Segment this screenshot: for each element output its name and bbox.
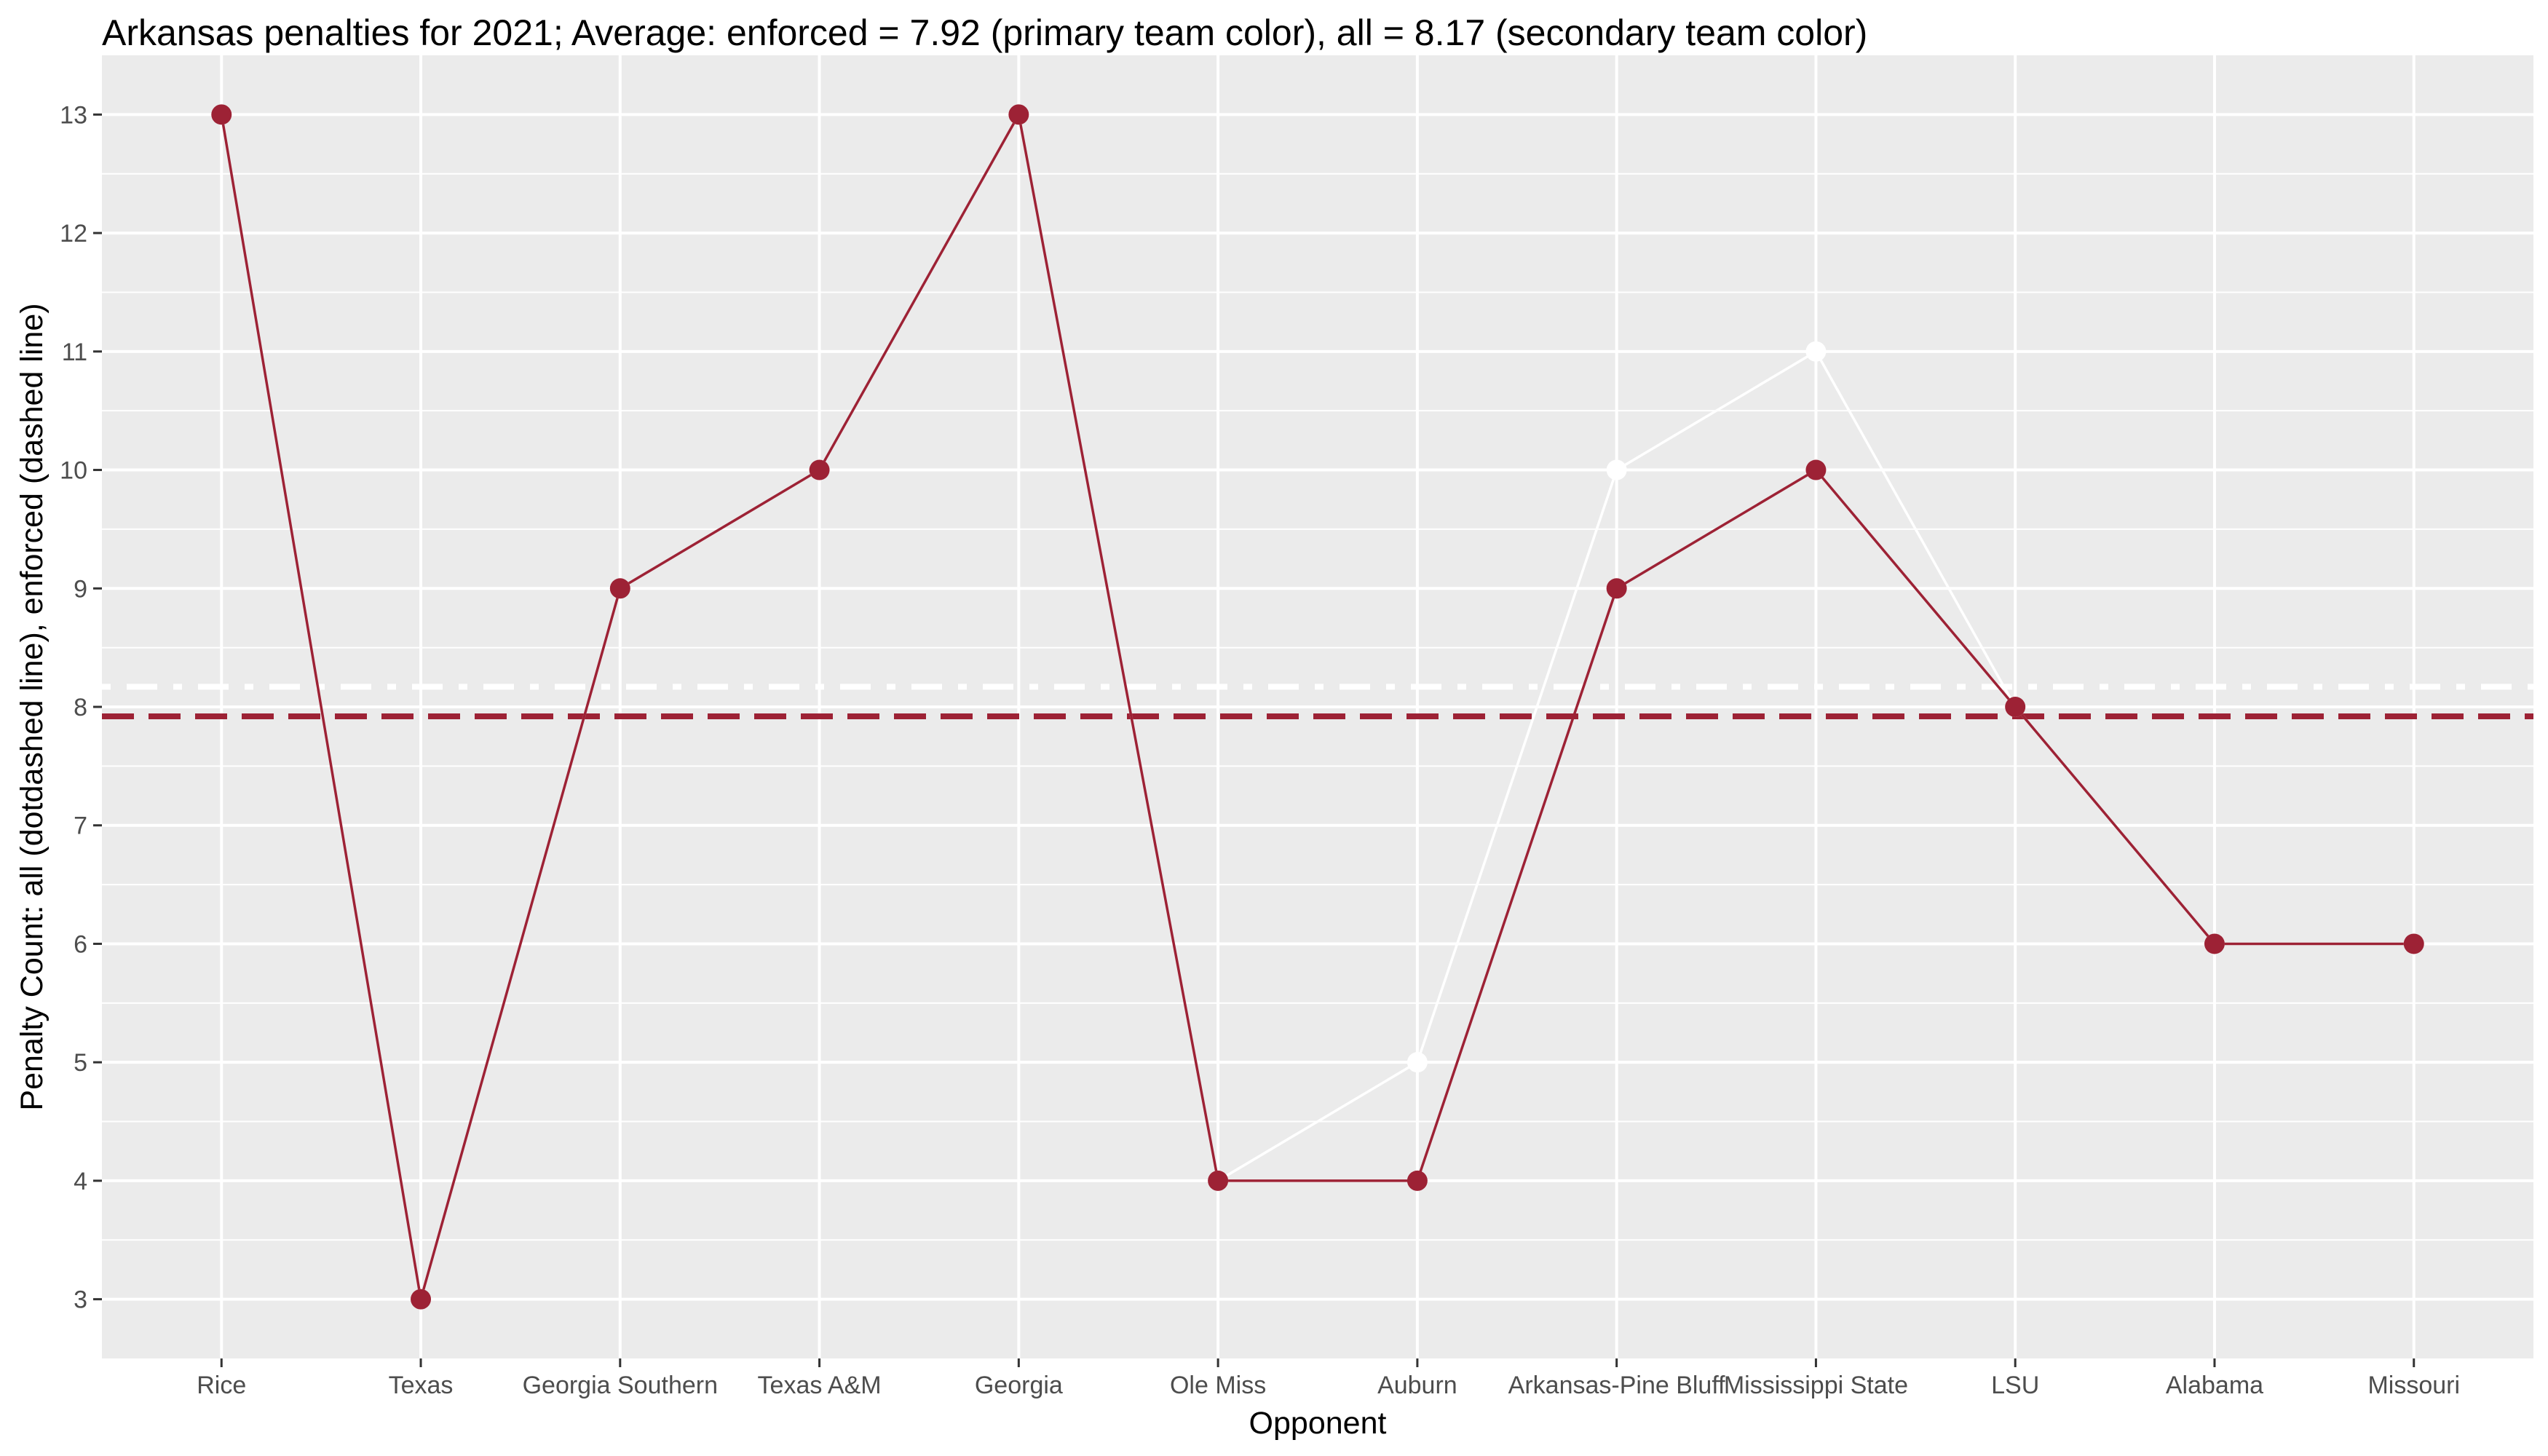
x-tick-label: Rice: [197, 1372, 246, 1399]
x-tick-label: Missouri: [2367, 1372, 2460, 1399]
x-tick-label: Georgia: [975, 1372, 1063, 1399]
y-tick-label: 4: [74, 1168, 87, 1195]
data-point-all: [1805, 341, 1827, 362]
y-tick-label: 11: [62, 339, 87, 366]
data-point-enforced: [1805, 459, 1827, 480]
x-tick-label: Texas: [389, 1372, 454, 1399]
series-layer: [211, 104, 2424, 1310]
data-point-all: [1406, 1052, 1428, 1073]
data-point-enforced: [609, 578, 630, 599]
x-axis-ticks: Rice Texas Georgia Southern Texas A&M Georgi…: [197, 1358, 2460, 1399]
data-point-enforced: [2204, 933, 2225, 954]
chart-title: Arkansas penalties for 2021; Average: en…: [102, 12, 1867, 53]
x-tick-label: Auburn: [1377, 1372, 1457, 1399]
y-tick-label: 13: [60, 101, 87, 129]
data-point-enforced: [1008, 104, 1029, 125]
x-tick-label: LSU: [1991, 1372, 2039, 1399]
y-tick-label: 7: [74, 812, 87, 840]
reference-lines: [102, 684, 2533, 720]
y-tick-label: 10: [60, 457, 87, 485]
data-point-enforced: [1208, 1170, 1229, 1191]
grid-layer: [102, 55, 2533, 1358]
y-tick-label: 5: [74, 1049, 87, 1077]
y-axis-title: Penalty Count: all (dotdashed line), enf…: [15, 303, 50, 1110]
x-tick-label: Georgia Southern: [523, 1372, 718, 1399]
data-point-enforced: [211, 104, 232, 125]
y-tick-label: 12: [60, 220, 87, 248]
data-point-enforced: [1406, 1170, 1428, 1191]
y-tick-label: 8: [74, 694, 87, 721]
y-axis-ticks: 3 4 5 6 7 8 9 10 11 12 13: [60, 101, 102, 1314]
x-tick-label: Arkansas-Pine Bluff: [1508, 1372, 1726, 1399]
x-tick-label: Mississippi State: [1724, 1372, 1908, 1399]
y-tick-label: 3: [74, 1286, 87, 1314]
y-tick-label: 9: [74, 575, 87, 603]
x-tick-label: Ole Miss: [1170, 1372, 1266, 1399]
data-point-enforced: [2403, 933, 2424, 954]
x-tick-label: Texas A&M: [758, 1372, 882, 1399]
data-point-enforced: [809, 459, 830, 480]
data-point-enforced: [411, 1289, 432, 1310]
x-tick-label: Alabama: [2166, 1372, 2263, 1399]
series-line-enforced: [220, 111, 2414, 1300]
y-tick-label: 6: [74, 930, 87, 958]
data-point-enforced: [1606, 578, 1627, 599]
x-axis-title: Opponent: [1249, 1406, 1387, 1441]
data-point-enforced: [2005, 697, 2026, 717]
data-point-all: [1606, 459, 1627, 480]
